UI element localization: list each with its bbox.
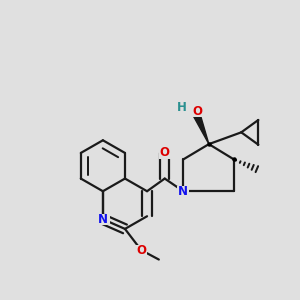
Text: H: H <box>177 100 186 113</box>
FancyBboxPatch shape <box>158 147 171 158</box>
Text: O: O <box>160 146 170 159</box>
FancyBboxPatch shape <box>188 106 203 117</box>
Text: N: N <box>178 185 188 198</box>
Text: O: O <box>136 244 146 256</box>
Text: N: N <box>98 213 108 226</box>
FancyBboxPatch shape <box>135 244 147 256</box>
FancyBboxPatch shape <box>177 186 190 197</box>
Text: O: O <box>192 105 203 118</box>
Polygon shape <box>192 111 209 144</box>
FancyBboxPatch shape <box>95 214 110 225</box>
